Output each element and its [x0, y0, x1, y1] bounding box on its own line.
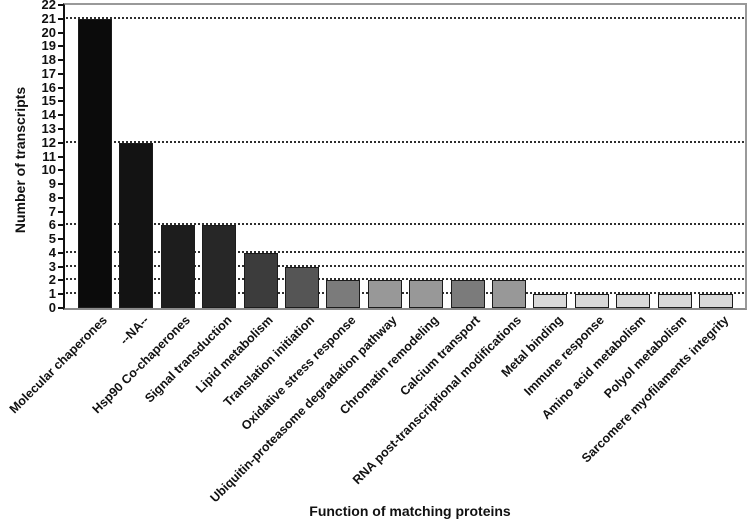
y-tick-mark [58, 31, 64, 34]
y-tick-mark [58, 100, 64, 103]
y-tick-label: 17 [41, 65, 56, 81]
y-tick-mark [58, 293, 64, 296]
bar [243, 252, 278, 308]
y-tick-label: 9 [48, 176, 56, 192]
bar [285, 266, 319, 308]
y-tick-mark [58, 169, 64, 172]
bar [160, 225, 195, 308]
y-tick-mark [58, 141, 64, 144]
bar [450, 280, 485, 308]
y-tick-label: 5 [48, 231, 56, 247]
gridline-2 [66, 278, 744, 281]
x-tick-label: Lipid metabolism [192, 313, 276, 396]
y-tick-mark [58, 86, 64, 89]
x-axis-title: Function of matching proteins [309, 503, 511, 519]
y-tick-label: 6 [48, 217, 56, 233]
y-tick-label: 7 [48, 203, 56, 219]
y-tick-mark [58, 265, 64, 268]
gridline-6 [66, 223, 744, 226]
bar [492, 280, 526, 308]
y-tick-mark [58, 196, 64, 199]
bar [367, 280, 402, 308]
y-tick-mark [58, 224, 64, 227]
y-tick-label: 2 [48, 272, 56, 288]
gridline-21 [66, 16, 744, 19]
y-tick-label: 4 [48, 244, 56, 260]
y-tick-mark [58, 210, 64, 213]
y-tick-label: 10 [41, 162, 56, 178]
y-tick-label: 16 [41, 79, 56, 95]
y-tick-mark [58, 251, 64, 254]
plot-area-border [63, 3, 747, 310]
y-tick-label: 22 [41, 0, 56, 12]
y-tick-mark [58, 155, 64, 158]
y-tick-mark [58, 59, 64, 62]
y-tick-label: 18 [41, 52, 56, 68]
y-tick-mark [58, 4, 64, 6]
y-tick-label: 15 [41, 93, 56, 109]
x-tick-label: --NA-- [116, 313, 152, 348]
y-tick-label: 11 [42, 148, 56, 164]
y-tick-mark [58, 127, 64, 130]
bar [574, 294, 609, 308]
y-tick-mark [58, 238, 64, 241]
gridline-3 [66, 264, 744, 267]
y-tick-label: 12 [41, 134, 56, 150]
y-tick-label: 20 [41, 24, 56, 40]
bar [409, 280, 444, 308]
gridline-1 [66, 292, 744, 295]
y-tick-label: 0 [48, 300, 56, 315]
y-tick-label: 14 [41, 107, 56, 123]
y-tick-mark [58, 114, 64, 117]
bar [533, 294, 568, 308]
y-tick-label: 19 [41, 38, 56, 54]
y-tick-mark [58, 72, 64, 75]
y-tick-mark [58, 45, 64, 48]
y-tick-mark [58, 307, 64, 309]
bar [202, 225, 237, 308]
bar [119, 142, 154, 308]
y-axis-title: Number of transcripts [12, 86, 28, 234]
y-tick-mark [58, 279, 64, 282]
gridline-4 [66, 250, 744, 253]
bar [657, 294, 692, 308]
y-tick-mark [58, 17, 64, 20]
y-tick-label: 8 [48, 189, 56, 205]
bar [326, 280, 361, 308]
y-tick-label: 3 [48, 258, 56, 274]
bar [699, 294, 733, 308]
y-tick-label: 1 [48, 286, 56, 302]
y-tick-mark [58, 183, 64, 186]
bar [78, 18, 112, 308]
y-tick-label: 21 [41, 10, 56, 26]
y-tick-label: 13 [41, 120, 56, 136]
gridline-12 [66, 140, 744, 143]
bar [616, 294, 651, 308]
